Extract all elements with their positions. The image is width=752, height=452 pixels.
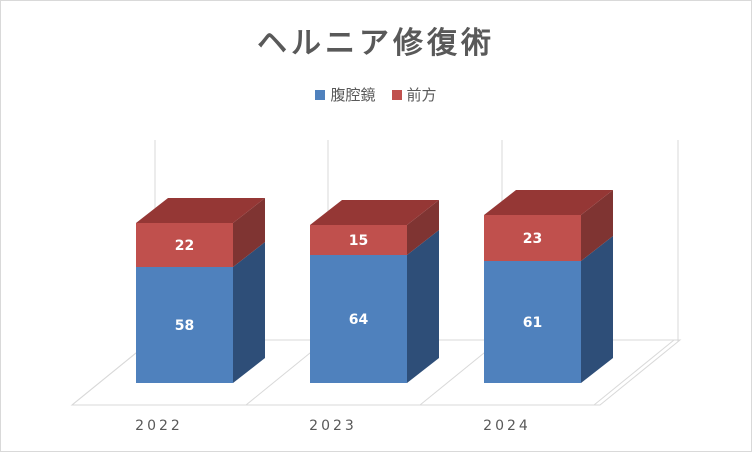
- data-label-laparoscopic-2023: 64: [349, 312, 369, 328]
- data-label-laparoscopic-2022: 58: [175, 318, 194, 334]
- bar-top-anterior-2024: [484, 190, 613, 215]
- bar-anterior-2023: [310, 225, 407, 255]
- bar-side-anterior-2023: [407, 200, 439, 255]
- bar-laparoscopic-2023: [310, 255, 407, 383]
- bar-side-laparoscopic-2023: [407, 230, 439, 383]
- data-label-laparoscopic-2024: 61: [523, 315, 542, 331]
- bar-top-anterior-2022: [136, 198, 265, 223]
- floor-divider: [593, 339, 675, 406]
- data-label-anterior-2023: 15: [349, 233, 368, 249]
- legend-swatch-laparoscopic: [315, 89, 326, 100]
- bar-side-anterior-2024: [581, 190, 613, 261]
- bar-side-anterior-2022: [233, 198, 265, 267]
- chart-title: ヘルニア修復術: [257, 26, 495, 61]
- legend: 腹腔鏡 前方: [0, 84, 752, 105]
- bar-side-laparoscopic-2022: [233, 242, 265, 383]
- bar-laparoscopic-2022: [136, 267, 233, 383]
- bar-side-laparoscopic-2024: [581, 236, 613, 383]
- legend-label-laparoscopic: 腹腔鏡: [330, 86, 376, 104]
- legend-item-anterior: 前方: [391, 84, 437, 105]
- data-label-anterior-2024: 23: [523, 231, 542, 247]
- legend-swatch-anterior: [391, 89, 402, 100]
- legend-label-anterior: 前方: [406, 86, 437, 104]
- bar-anterior-2024: [484, 215, 581, 261]
- bar-anterior-2022: [136, 223, 233, 267]
- bar-top-anterior-2023: [310, 200, 439, 225]
- x-tick-label-2024: 2024: [483, 418, 531, 434]
- legend-item-laparoscopic: 腹腔鏡: [315, 84, 376, 105]
- x-tick-label-2022: 2022: [135, 418, 183, 434]
- x-tick-label-2023: 2023: [309, 418, 357, 434]
- data-label-anterior-2022: 22: [175, 238, 194, 254]
- bar-laparoscopic-2024: [484, 261, 581, 383]
